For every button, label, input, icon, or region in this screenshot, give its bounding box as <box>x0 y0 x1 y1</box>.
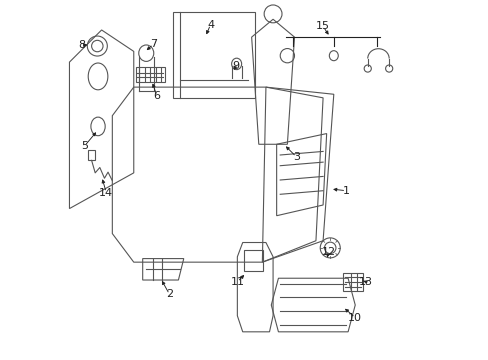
Text: 8: 8 <box>78 40 85 50</box>
Text: 5: 5 <box>81 141 88 151</box>
Text: 2: 2 <box>165 289 173 299</box>
Text: 7: 7 <box>149 39 157 49</box>
Text: 3: 3 <box>292 152 299 162</box>
Text: 6: 6 <box>153 91 160 101</box>
Text: 14: 14 <box>99 188 113 198</box>
Text: 13: 13 <box>358 277 372 287</box>
Text: 11: 11 <box>230 277 244 287</box>
Text: 9: 9 <box>231 61 239 71</box>
Text: 12: 12 <box>321 247 335 257</box>
Text: 15: 15 <box>315 21 329 31</box>
Text: 1: 1 <box>342 186 349 196</box>
Text: 4: 4 <box>206 19 214 30</box>
Text: 10: 10 <box>347 312 362 323</box>
